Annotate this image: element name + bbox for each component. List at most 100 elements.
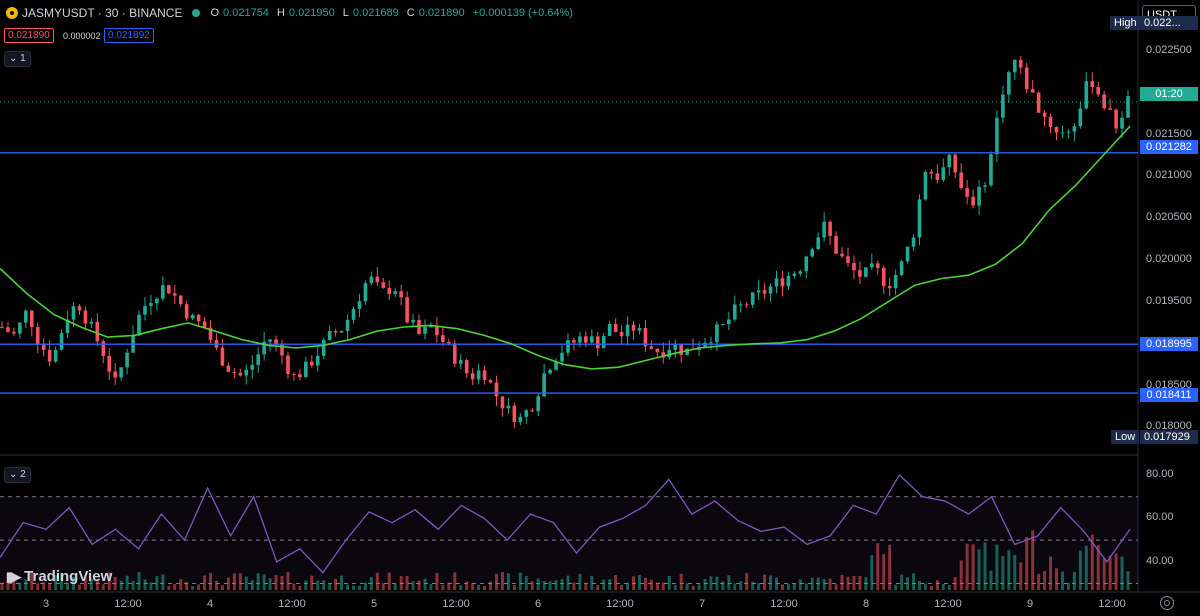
volume-bar: [906, 577, 910, 590]
volume-bar: [346, 584, 350, 590]
candle-body: [256, 354, 260, 365]
volume-bar: [226, 577, 230, 590]
volume-bar: [947, 585, 951, 590]
sell-price-button[interactable]: 0.021890: [4, 28, 54, 43]
price-tick-label: 0.020000: [1146, 253, 1192, 266]
volume-bar: [536, 578, 540, 590]
volume-bar: [42, 582, 46, 590]
volume-bar: [1013, 554, 1017, 590]
candle-body: [321, 339, 326, 356]
volume-bar: [917, 581, 921, 590]
volume-bar: [965, 543, 969, 590]
volume-bar: [161, 574, 165, 590]
candle-body: [113, 371, 117, 378]
volume-bar: [417, 580, 421, 590]
candle-body: [464, 360, 469, 374]
price-tick-label: 0.019500: [1146, 294, 1192, 307]
volume-bar: [530, 581, 534, 590]
brand-name: TradingView: [24, 568, 113, 585]
candle-body: [423, 326, 427, 334]
indicator-pane-collapse-button[interactable]: ⌄ 2: [4, 467, 31, 483]
time-tick-label: 5: [370, 598, 378, 610]
candle-body: [405, 297, 409, 323]
candle-body: [178, 295, 183, 305]
hline-label-2[interactable]: 0.018995: [1140, 337, 1198, 351]
hline-label-3[interactable]: 0.018411: [1140, 388, 1198, 402]
volume-bar: [1049, 556, 1053, 590]
candle-body: [190, 314, 195, 319]
volume-bar: [596, 585, 600, 590]
volume-bar: [637, 574, 641, 590]
candle-body: [1072, 126, 1077, 132]
candle-body: [411, 319, 415, 323]
volume-bar: [435, 573, 439, 590]
volume-bar: [643, 577, 647, 590]
candle-body: [107, 355, 112, 372]
time-tick-label: 7: [698, 598, 706, 610]
volume-bar: [179, 579, 183, 590]
volume-bar: [989, 570, 993, 590]
volume-bar: [685, 583, 689, 590]
candle-body: [1048, 116, 1053, 127]
volume-bar: [798, 579, 802, 590]
volume-bar: [745, 573, 749, 590]
candle-body: [870, 263, 874, 268]
candle-body: [292, 374, 296, 376]
volume-bar: [929, 585, 933, 590]
tradingview-logo[interactable]: ▮▶ TradingView: [6, 568, 112, 585]
candle-body: [911, 237, 916, 247]
volume-bar: [560, 578, 564, 590]
candle-body: [262, 341, 266, 355]
volume-bar: [709, 576, 713, 590]
candle-body: [208, 327, 213, 340]
candle-body: [500, 396, 505, 409]
volume-bar: [983, 542, 987, 590]
horizontal-lines[interactable]: [0, 152, 1138, 394]
volume-bar: [66, 582, 70, 590]
volume-bar: [935, 580, 939, 590]
candle-body: [595, 336, 600, 349]
volume-bar: [673, 584, 677, 590]
low-label: Low: [1111, 430, 1140, 444]
buy-price-button[interactable]: 0.021892: [104, 28, 154, 43]
chevron-down-icon: ⌄: [9, 469, 18, 480]
ohlc-open-label: O: [210, 7, 220, 19]
volume-bar: [810, 577, 814, 590]
candle-body: [965, 188, 969, 197]
volume-bar: [1031, 530, 1035, 590]
candle-body: [482, 370, 487, 380]
rsi-tick-label: 60.00: [1146, 511, 1174, 524]
rsi-tick-label: 80.00: [1146, 468, 1174, 481]
main-pane-collapse-button[interactable]: ⌄ 1: [4, 51, 31, 67]
candle-body: [95, 321, 100, 342]
gear-icon[interactable]: [1160, 596, 1174, 610]
candle-body: [452, 343, 457, 364]
volume-bar: [780, 584, 784, 590]
volume-bar: [506, 573, 510, 590]
candle-body: [1114, 109, 1118, 129]
candle-body: [393, 291, 398, 294]
volume-bar: [363, 582, 367, 590]
volume-bar: [804, 583, 808, 590]
candle-body: [893, 275, 898, 289]
candle-body: [196, 314, 201, 322]
candle-body: [530, 410, 535, 412]
candle-body: [858, 270, 862, 277]
candle-body: [327, 331, 332, 340]
volume-bar: [149, 582, 153, 590]
time-tick-label: 6: [534, 598, 542, 610]
candle-body: [774, 278, 779, 287]
volume-bar: [18, 582, 22, 590]
ohlc-close-label: C: [406, 7, 415, 19]
volume-bar: [101, 584, 105, 590]
candle-body: [1108, 108, 1112, 110]
volume-bar: [572, 582, 576, 590]
low-value: 0.017929: [1140, 430, 1198, 444]
hline-label-1[interactable]: 0.021282: [1140, 140, 1198, 154]
candle-body: [637, 327, 642, 331]
symbol-title[interactable]: JASMYUSDT · 30 · BINANCE: [22, 6, 183, 20]
volume-bar: [357, 585, 361, 590]
volume-bar: [554, 580, 558, 590]
candle-body: [613, 323, 618, 333]
